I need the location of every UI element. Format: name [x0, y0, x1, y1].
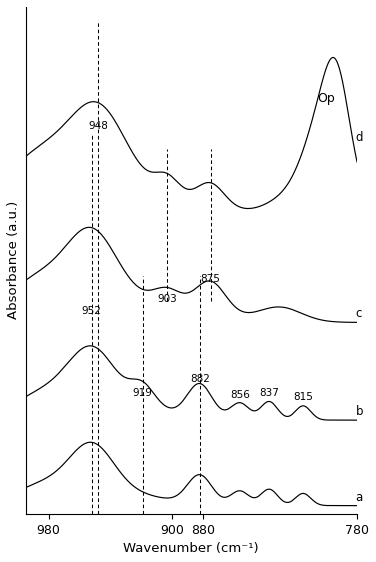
Text: 837: 837 [259, 388, 279, 398]
Text: 948: 948 [88, 121, 108, 131]
Text: 903: 903 [158, 294, 177, 304]
Text: Op: Op [317, 92, 335, 105]
Text: 952: 952 [82, 306, 102, 316]
Text: 875: 875 [201, 274, 220, 284]
Text: b: b [356, 405, 363, 418]
Y-axis label: Absorbance (a.u.): Absorbance (a.u.) [7, 201, 20, 319]
Text: 856: 856 [230, 390, 250, 400]
Text: a: a [356, 491, 363, 504]
Text: 815: 815 [293, 392, 313, 402]
Text: 882: 882 [190, 374, 210, 383]
X-axis label: Wavenumber (cm⁻¹): Wavenumber (cm⁻¹) [123, 542, 259, 555]
Text: 919: 919 [133, 388, 153, 398]
Text: d: d [356, 132, 363, 144]
Text: c: c [356, 307, 362, 320]
